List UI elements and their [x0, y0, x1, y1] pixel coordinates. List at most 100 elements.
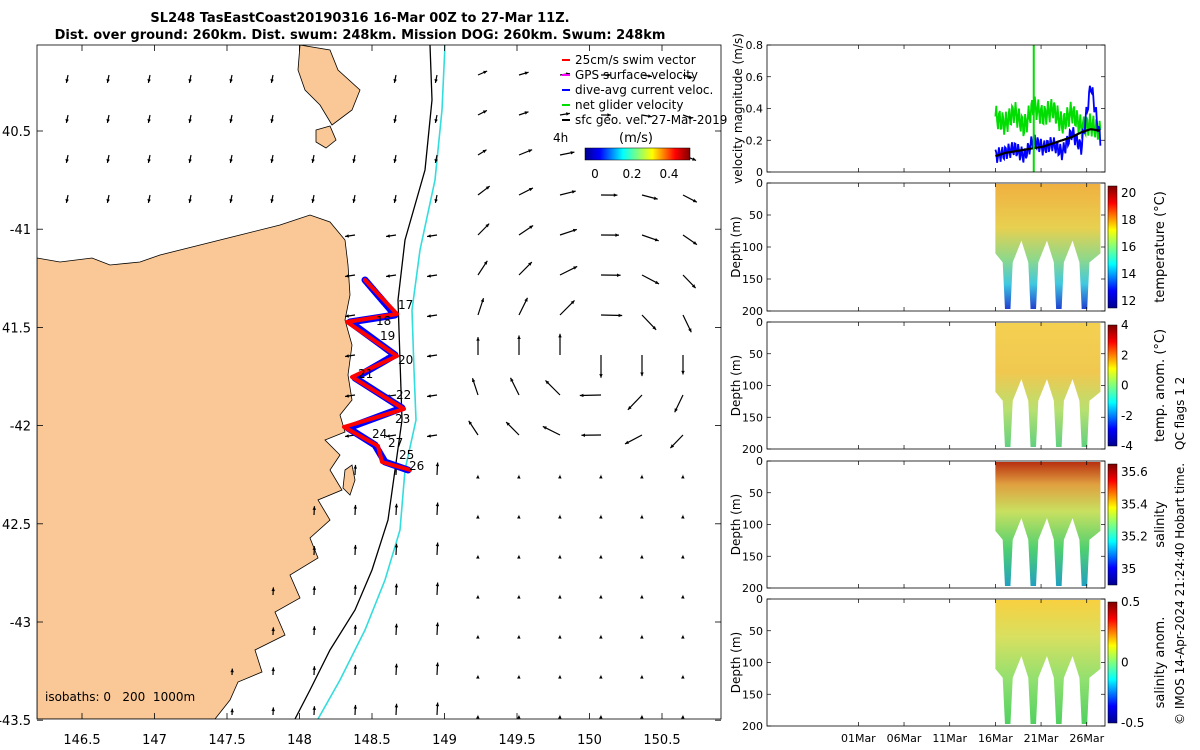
current-arrow-head [528, 149, 533, 153]
current-arrow-head [616, 273, 621, 277]
current-arrow-head [681, 554, 685, 559]
current-arrow-head [670, 444, 675, 449]
panel-5: Depth (m) 0 50 100 150 200 -0.5 0 0.5 salinity an… [729, 593, 1168, 745]
current-arrow-head [640, 634, 644, 639]
land-maria-island [342, 464, 356, 496]
current-arrow-head [345, 234, 349, 238]
current-arrow-head [427, 434, 431, 438]
panel-ytick-label: 0 [756, 316, 763, 329]
current-arrow-head [393, 159, 397, 163]
current-arrow-head [599, 514, 603, 519]
current-arrow-head [434, 159, 438, 163]
colorbar-tick-label: 0 [1121, 656, 1129, 670]
section-data [995, 184, 1101, 309]
current-arrow-head [353, 624, 358, 629]
colorbar-tick-label: 18 [1121, 213, 1136, 227]
current-arrow-head [311, 159, 315, 163]
current-arrow-head [681, 474, 685, 479]
panel-xtick-label: 26Mar [1069, 732, 1104, 745]
current-arrow-head [427, 274, 431, 278]
current-arrow-head [640, 594, 644, 599]
colorbar-label: temp. anom. (°C) [1153, 329, 1168, 442]
current-arrow-head [435, 502, 440, 507]
current-arrow-head [627, 406, 632, 410]
current-arrow-head [517, 594, 521, 599]
current-arrow-head [476, 594, 480, 599]
panel-ytick-label: 150 [742, 688, 763, 701]
panel-ylabel: velocity magnitude (m/s) [731, 33, 745, 184]
current-arrow-head [579, 393, 584, 398]
velocity-series-line [994, 96, 1102, 140]
panel-ytick-label: 50 [749, 348, 763, 361]
glider-track-swim [342, 278, 412, 472]
current-arrow-head [599, 714, 603, 719]
current-arrow-head [147, 79, 151, 83]
colorbar-tick-label: 2 [1121, 348, 1129, 362]
current-arrow-head [393, 79, 397, 83]
map-lon-tick-label: 148 [287, 733, 312, 748]
timeseries-panels: velocity magnitude (m/s) 0 0.2 0.4 0.6 0.8 Dep… [729, 33, 1187, 745]
panel-colorbar [1107, 324, 1118, 447]
panel-ytick-label: 100 [742, 657, 763, 670]
current-arrow-head [476, 337, 480, 341]
current-arrow-head [640, 674, 644, 679]
colorbar-tick-label: 35.2 [1121, 530, 1148, 544]
current-arrow-head [386, 434, 390, 438]
map-lon-tick-label: 149 [432, 733, 457, 748]
colorbar-label: salinity anom. [1153, 617, 1168, 709]
current-arrow-head [188, 79, 192, 83]
current-arrow-head [65, 119, 69, 123]
colorbar-tick-label: 12 [1121, 294, 1136, 308]
land-tasmania [37, 214, 353, 719]
current-arrow-head [692, 157, 697, 161]
panel-xtick-label: 21Mar [1024, 732, 1059, 745]
track-day-label: 20 [398, 353, 413, 367]
current-arrow-head [528, 262, 532, 266]
current-arrow-head [528, 187, 533, 192]
panel-ylabel: Depth (m) [729, 494, 743, 555]
colorbar-tick-label: 35.4 [1121, 497, 1148, 511]
current-arrow-head [524, 111, 529, 115]
current-arrow-head [435, 622, 440, 627]
current-arrow-head [681, 370, 685, 375]
panel-ytick-label: 0 [756, 593, 763, 606]
colorbar-tick-label: 4 [1121, 318, 1129, 332]
current-arrow-head [393, 119, 397, 123]
current-arrow-head [353, 704, 358, 709]
section-data [995, 462, 1101, 586]
land-island-small [315, 125, 337, 149]
current-arrow-head [480, 298, 485, 303]
current-arrow-head [312, 666, 316, 670]
panel-ytick-label: 50 [749, 209, 763, 222]
panel-colorbar [1107, 185, 1118, 309]
map-lon-tick-label: 147 [142, 733, 167, 748]
speed-colorbar [584, 147, 691, 161]
current-arrow-head [312, 586, 316, 590]
track-day-label: 26 [409, 459, 424, 473]
current-arrow-head [65, 199, 69, 203]
current-arrow-head [427, 314, 431, 318]
current-arrow-head [230, 708, 234, 713]
current-arrow-head [434, 79, 438, 83]
panel-xtick-label: 16Mar [978, 732, 1013, 745]
isobath-1000m [317, 45, 446, 719]
current-arrow-head [476, 714, 480, 719]
current-arrow-head [394, 503, 399, 508]
current-arrow-head [106, 199, 110, 203]
current-arrow-head [312, 506, 316, 510]
current-arrow-head [573, 266, 578, 270]
current-arrow-head [312, 546, 316, 550]
current-arrow-head [394, 663, 399, 668]
current-arrow-head [640, 714, 644, 719]
current-arrow-head [352, 159, 356, 163]
panel-ytick-label: 200 [742, 305, 763, 318]
current-arrow-head [640, 474, 644, 479]
current-arrow-head [106, 79, 110, 83]
current-arrow-head [681, 594, 685, 599]
colorbar-tick-label: 35 [1121, 562, 1136, 576]
current-arrow-head [599, 554, 603, 559]
current-arrow-head [607, 73, 611, 77]
current-arrow-head [188, 199, 192, 203]
panel-ytick-label: 150 [742, 550, 763, 563]
current-arrow-head [599, 594, 603, 599]
